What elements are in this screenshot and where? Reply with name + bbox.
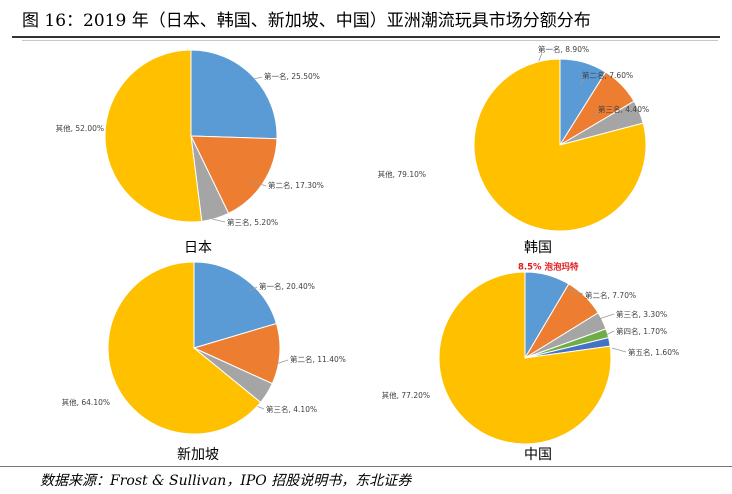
leader-line: [598, 313, 615, 320]
leader-line: [249, 180, 267, 187]
leader-line: [593, 110, 599, 118]
slice-data-label: 第一名, 20.40%: [259, 281, 315, 291]
pie-slice-第二名: [190, 135, 278, 215]
pie-slice-第一名: [193, 261, 278, 349]
pie-slice-其他: [473, 58, 647, 232]
leader-line: [567, 288, 584, 295]
pie-chart: 第一名, 8.90% 第二名, 7.60% 第三名, 4.40% 其他, 79.10%…: [378, 44, 649, 256]
source-note: 数据来源：Frost & Sullivan，IPO 招股说明书，东北证券: [40, 473, 412, 489]
pie-title: 日本: [184, 240, 212, 256]
leader-line: [249, 286, 258, 292]
leader-line: [211, 218, 226, 223]
pie-charts-svg: 第一名, 25.50% 第二名, 17.30% 第三名, 5.20% 其他, 52.0…: [56, 44, 679, 464]
slice-data-label: 其他, 52.00%: [56, 123, 104, 133]
source-divider: [0, 466, 732, 467]
leader-line: [275, 359, 289, 365]
pie-chart: 第一名, 25.50% 第二名, 17.30% 第三名, 5.20% 其他, 52.0…: [56, 49, 324, 256]
pie-slice-其他: [107, 261, 262, 435]
leader-line: [253, 76, 263, 80]
slice-data-label: 第一名, 8.90%: [538, 44, 589, 54]
pie-title: 新加坡: [177, 447, 219, 463]
pie-slice-第一名: [190, 49, 278, 140]
pie-title: 韩国: [524, 240, 552, 256]
slice-data-label: 第三名, 4.10%: [266, 404, 317, 414]
slice-data-label: 第一名, 25.50%: [264, 71, 320, 81]
slice-data-label: 第二名, 7.60%: [582, 70, 633, 80]
slice-data-label: 第三名, 4.40%: [598, 104, 649, 114]
pie-chart: 第一名, 20.40% 第二名, 11.40% 第三名, 4.10% 其他, 64.1…: [62, 261, 346, 463]
chart-area: 第一名, 25.50% 第二名, 17.30% 第三名, 5.20% 其他, 52.0…: [22, 40, 718, 467]
slice-data-label: 第五名, 1.60%: [628, 347, 679, 357]
slice-data-label: 其他, 77.20%: [382, 390, 430, 400]
leader-line: [579, 78, 585, 86]
slice-data-label: 第二名, 11.40%: [290, 354, 346, 364]
slice-data-label: 第三名, 3.30%: [616, 309, 667, 319]
figure-title: 图 16：2019 年（日本、韩国、新加坡、中国）亚洲潮流玩具市场分额分布: [22, 11, 591, 31]
slice-data-label: 其他, 79.10%: [378, 169, 426, 179]
slice-data-label: 第二名, 17.30%: [268, 180, 324, 190]
title-divider: [12, 36, 720, 38]
slice-data-label: 其他, 64.10%: [62, 397, 110, 407]
pie-slice-其他: [104, 49, 203, 223]
highlight-annotation: 8.5% 泡泡玛特: [518, 262, 579, 273]
leader-line: [605, 330, 615, 336]
pie-title: 中国: [524, 447, 552, 463]
slice-data-label: 第四名, 1.70%: [616, 326, 667, 336]
slice-data-label: 第三名, 5.20%: [227, 217, 278, 227]
leader-line: [611, 347, 627, 353]
slice-data-label: 第二名, 7.70%: [585, 290, 636, 300]
pie-slice-其他: [438, 271, 612, 445]
